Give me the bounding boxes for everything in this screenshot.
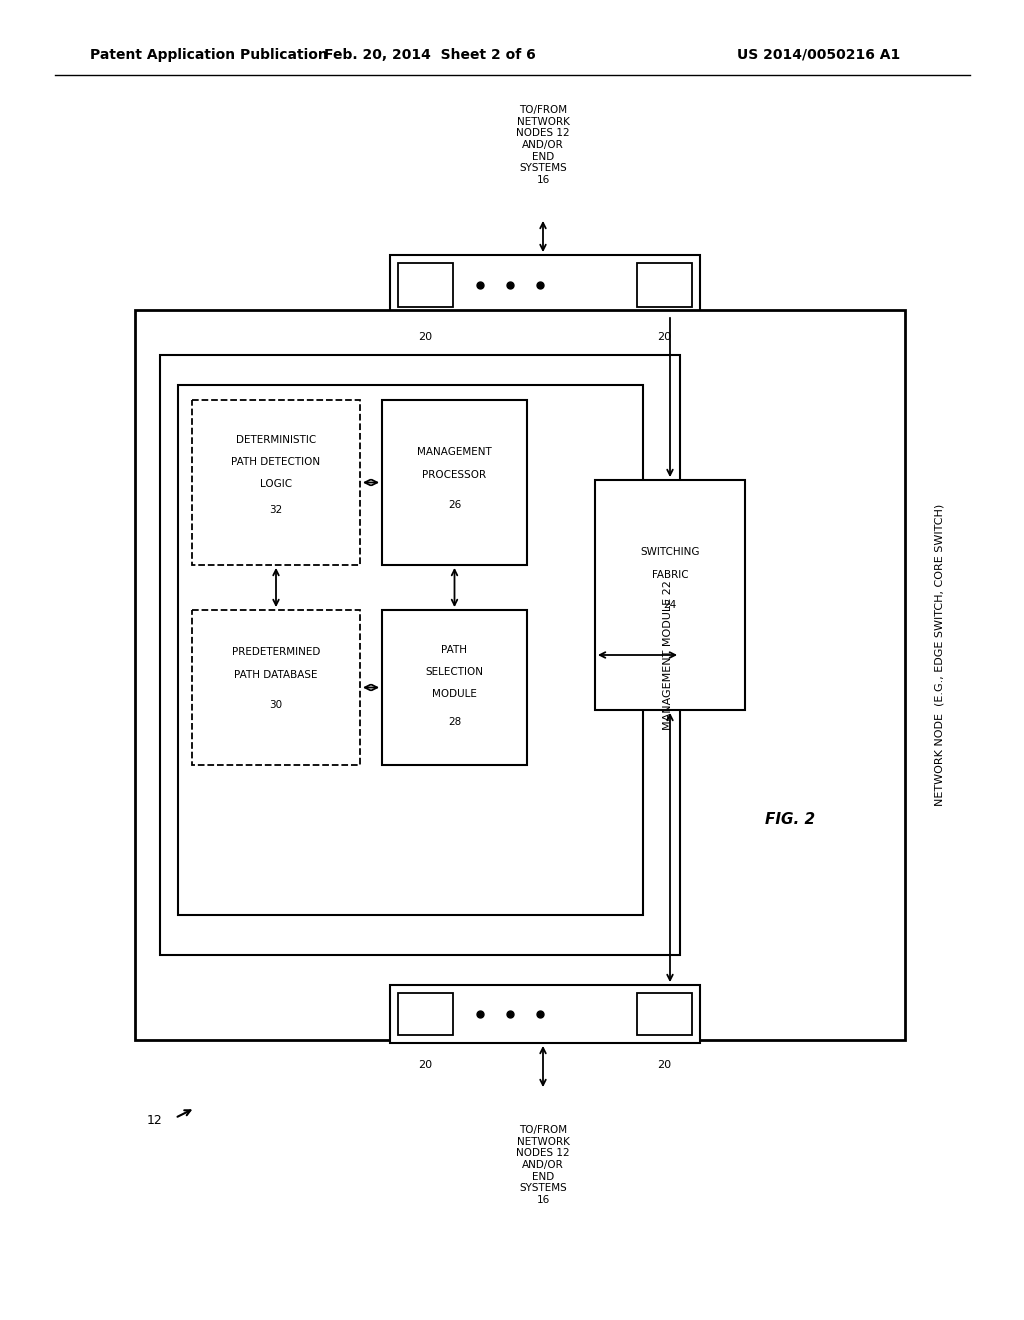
Bar <box>390 985 700 1043</box>
Text: 24: 24 <box>664 601 677 610</box>
Text: Feb. 20, 2014  Sheet 2 of 6: Feb. 20, 2014 Sheet 2 of 6 <box>325 48 536 62</box>
Text: 28: 28 <box>447 717 461 727</box>
Bar <box>398 263 453 308</box>
Text: DETERMINISTIC: DETERMINISTIC <box>236 436 316 445</box>
Text: NETWORK NODE  (E.G., EDGE SWITCH, CORE SWITCH): NETWORK NODE (E.G., EDGE SWITCH, CORE SW… <box>935 504 945 807</box>
Bar <box>382 610 527 766</box>
Text: FIG. 2: FIG. 2 <box>765 813 815 828</box>
Text: 20: 20 <box>657 333 672 342</box>
Text: 20: 20 <box>419 1060 432 1071</box>
Bar <box>193 610 360 766</box>
Bar <box>390 255 700 315</box>
Text: 20: 20 <box>657 1060 672 1071</box>
Text: SELECTION: SELECTION <box>426 667 483 677</box>
Text: 32: 32 <box>269 506 283 515</box>
Text: FABRIC: FABRIC <box>651 570 688 579</box>
Text: US 2014/0050216 A1: US 2014/0050216 A1 <box>736 48 900 62</box>
Text: TO/FROM
NETWORK
NODES 12
AND/OR
END
SYSTEMS
16: TO/FROM NETWORK NODES 12 AND/OR END SYST… <box>516 1125 569 1205</box>
Text: PREDETERMINED: PREDETERMINED <box>231 647 321 657</box>
Text: PATH DATABASE: PATH DATABASE <box>234 671 317 680</box>
Text: LOGIC: LOGIC <box>260 479 292 488</box>
Bar <box>160 355 680 954</box>
Bar <box>595 480 745 710</box>
Bar <box>637 263 692 308</box>
Bar <box>193 400 360 565</box>
Text: PATH: PATH <box>441 645 468 655</box>
Bar <box>178 385 643 915</box>
Text: TO/FROM
NETWORK
NODES 12
AND/OR
END
SYSTEMS
16: TO/FROM NETWORK NODES 12 AND/OR END SYST… <box>516 106 569 185</box>
Bar <box>382 400 527 565</box>
Text: 30: 30 <box>269 700 283 710</box>
Text: Patent Application Publication: Patent Application Publication <box>90 48 328 62</box>
Bar <box>135 310 905 1040</box>
Text: 26: 26 <box>447 500 461 510</box>
Text: MODULE: MODULE <box>432 689 477 700</box>
Text: PROCESSOR: PROCESSOR <box>423 470 486 480</box>
Text: 12: 12 <box>147 1114 163 1126</box>
Text: 20: 20 <box>419 333 432 342</box>
Bar <box>637 993 692 1035</box>
Bar <box>398 993 453 1035</box>
Text: PATH DETECTION: PATH DETECTION <box>231 457 321 467</box>
Text: MANAGEMENT: MANAGEMENT <box>417 447 492 457</box>
Text: MANAGEMENT MODULE 22: MANAGEMENT MODULE 22 <box>663 579 673 730</box>
Text: SWITCHING: SWITCHING <box>640 546 699 557</box>
